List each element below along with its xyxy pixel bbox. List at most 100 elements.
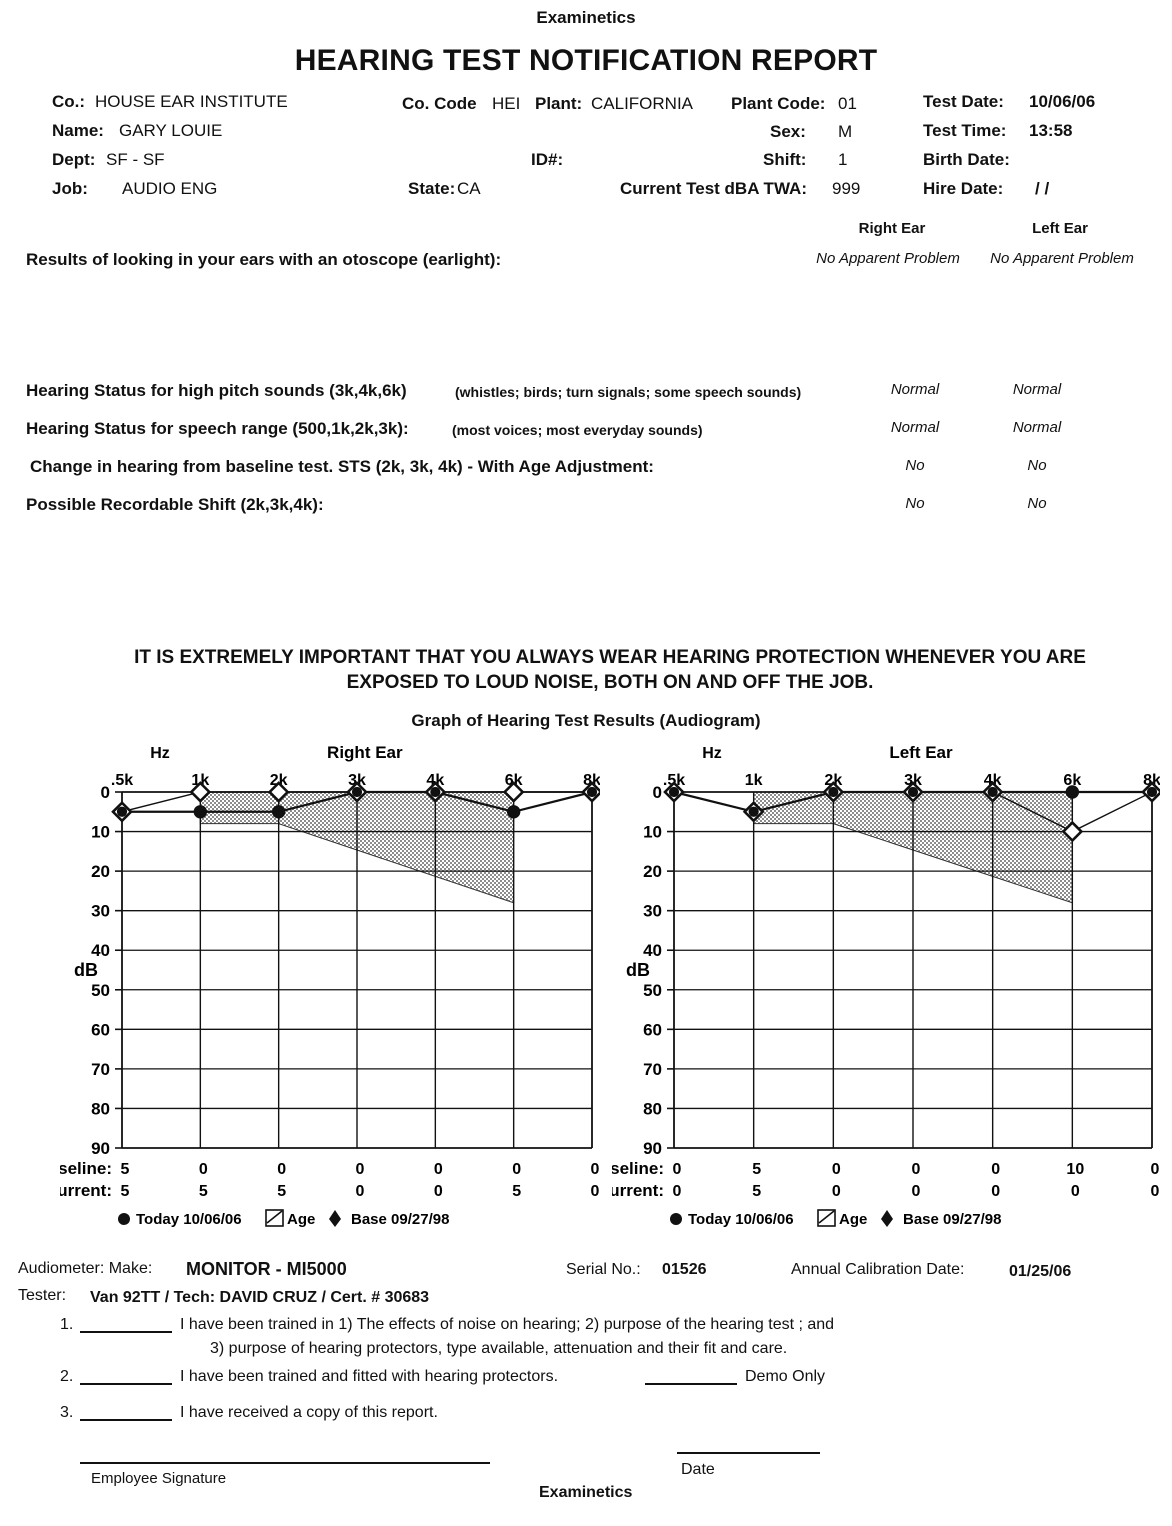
svg-text:dB: dB — [74, 960, 98, 980]
svg-text:0: 0 — [1151, 1183, 1160, 1200]
testtime-label: Test Time: — [923, 121, 1007, 140]
svg-text:30: 30 — [91, 902, 110, 921]
warning-text: IT IS EXTREMELY IMPORTANT THAT YOU ALWAY… — [60, 645, 1160, 695]
svg-text:0: 0 — [356, 1183, 365, 1200]
svg-text:0: 0 — [912, 1161, 921, 1178]
svg-text:Baseline:: Baseline: — [612, 1159, 664, 1178]
brand-header: Examinetics — [536, 8, 636, 27]
svg-text:Base 09/27/98: Base 09/27/98 — [903, 1211, 1001, 1228]
svg-text:0: 0 — [673, 1161, 682, 1178]
svg-text:5: 5 — [752, 1161, 761, 1178]
co-label: Co.: — [52, 92, 86, 111]
speechrange-right-value: Normal — [890, 419, 940, 436]
svg-text:20: 20 — [91, 862, 110, 881]
signature-line[interactable] — [80, 1462, 490, 1464]
dept-label: Dept: — [52, 150, 96, 169]
sts-right-value: No — [905, 457, 925, 474]
svg-text:10: 10 — [1066, 1161, 1084, 1178]
svg-text:60: 60 — [91, 1020, 110, 1039]
job-value: AUDIO ENG — [122, 179, 218, 198]
svg-text:6k: 6k — [1063, 772, 1081, 789]
svg-text:1k: 1k — [745, 772, 763, 789]
svg-text:80: 80 — [643, 1099, 662, 1118]
recordable-shift-label: Possible Recordable Shift (2k,3k,4k): — [26, 495, 324, 514]
ear-column-headers: Right Ear Left Ear — [808, 220, 1160, 237]
plantcode-value: 01 — [838, 94, 857, 113]
plant-value: CALIFORNIA — [591, 94, 694, 113]
hiredate-label: Hire Date: — [923, 179, 1004, 198]
speechrange-sublabel: (most voices; most everyday sounds) — [452, 422, 703, 438]
svg-text:70: 70 — [91, 1060, 110, 1079]
speechrange-label: Hearing Status for speech range (500,1k,… — [26, 419, 409, 438]
audiogram-left-ear: Hz Left Ear .5k 1k 2k 3k 4k 6k 8k 0 10 20 30 40 50 60 70… — [612, 740, 1160, 1240]
svg-text:0: 0 — [277, 1161, 286, 1178]
svg-text:80: 80 — [91, 1099, 110, 1118]
sts-left-value: No — [1027, 457, 1047, 474]
id-label: ID#: — [531, 150, 564, 169]
svg-text:40: 40 — [643, 941, 662, 960]
svg-text:Hz: Hz — [150, 745, 170, 762]
svg-text:.5k: .5k — [663, 772, 685, 789]
plantcode-label: Plant Code: — [731, 94, 826, 113]
speechrange-left-value: Normal — [1012, 419, 1062, 436]
tester-label: Tester: — [18, 1287, 67, 1304]
svg-text:4k: 4k — [426, 772, 444, 789]
shift-label: Shift: — [763, 150, 807, 169]
svg-text:Left Ear: Left Ear — [889, 743, 953, 762]
svg-text:Right Ear: Right Ear — [327, 743, 403, 762]
statement-3-initial-line[interactable] — [80, 1419, 172, 1421]
statement-2-number: 2. — [60, 1368, 74, 1385]
svg-text:50: 50 — [643, 981, 662, 1000]
date-line[interactable] — [677, 1452, 820, 1454]
statement-1-text: I have been trained in 1) The effects of… — [180, 1316, 835, 1333]
svg-text:70: 70 — [643, 1060, 662, 1079]
cocode-label: Co. Code — [402, 94, 477, 113]
statement-2-initial-line[interactable] — [80, 1383, 172, 1385]
svg-text:0: 0 — [832, 1161, 841, 1178]
svg-text:40: 40 — [91, 941, 110, 960]
svg-text:5: 5 — [121, 1183, 130, 1200]
svg-text:10: 10 — [91, 823, 110, 842]
statement-2-extra-line[interactable] — [645, 1383, 737, 1385]
svg-text:0: 0 — [434, 1161, 443, 1178]
svg-text:10: 10 — [643, 823, 662, 842]
svg-text:5: 5 — [512, 1183, 521, 1200]
svg-text:0: 0 — [1151, 1161, 1160, 1178]
svg-text:0: 0 — [434, 1183, 443, 1200]
svg-text:0: 0 — [101, 783, 110, 802]
audiometer-value: MONITOR - MI5000 — [186, 1259, 347, 1279]
date-label: Date — [681, 1461, 715, 1478]
statement-1-initial-line[interactable] — [80, 1331, 172, 1333]
svg-text:60: 60 — [643, 1020, 662, 1039]
svg-text:Today 10/06/06: Today 10/06/06 — [136, 1211, 242, 1228]
shift-value: 1 — [838, 150, 848, 169]
calibration-value: 01/25/06 — [1009, 1263, 1072, 1280]
hiredate-value: / / — [1035, 179, 1050, 198]
tester-value: Van 92TT / Tech: DAVID CRUZ / Cert. # 30… — [90, 1289, 430, 1306]
plant-label: Plant: — [535, 94, 583, 113]
svg-text:5: 5 — [277, 1183, 286, 1200]
svg-text:0: 0 — [912, 1183, 921, 1200]
svg-text:3k: 3k — [348, 772, 366, 789]
otoscope-left-value: No Apparent Problem — [990, 250, 1134, 267]
svg-text:0: 0 — [991, 1183, 1000, 1200]
twa-value: 999 — [832, 179, 861, 198]
highpitch-sublabel: (whistles; birds; turn signals; some spe… — [455, 384, 802, 400]
otoscope-right-value: No Apparent Problem — [816, 250, 960, 267]
testdate-value: 10/06/06 — [1029, 92, 1096, 111]
svg-text:Hz: Hz — [702, 745, 722, 762]
svg-text:90: 90 — [91, 1139, 110, 1158]
svg-text:0: 0 — [356, 1161, 365, 1178]
audiogram-right-ear: Hz Right Ear .5k 1k 2k 3k 4k 6k 8k 0 10 20 30 40 50 60 7… — [60, 740, 600, 1240]
sex-value: M — [838, 122, 853, 141]
job-label: Job: — [52, 179, 88, 198]
statement-3-number: 3. — [60, 1404, 74, 1421]
svg-text:8k: 8k — [583, 772, 600, 789]
svg-text:5: 5 — [199, 1183, 208, 1200]
highpitch-right-value: Normal — [890, 381, 940, 398]
svg-text:5: 5 — [752, 1183, 761, 1200]
svg-text:0: 0 — [1071, 1183, 1080, 1200]
recordable-shift-left-value: No — [1027, 495, 1047, 512]
left-ear-header: Left Ear — [1032, 220, 1088, 237]
